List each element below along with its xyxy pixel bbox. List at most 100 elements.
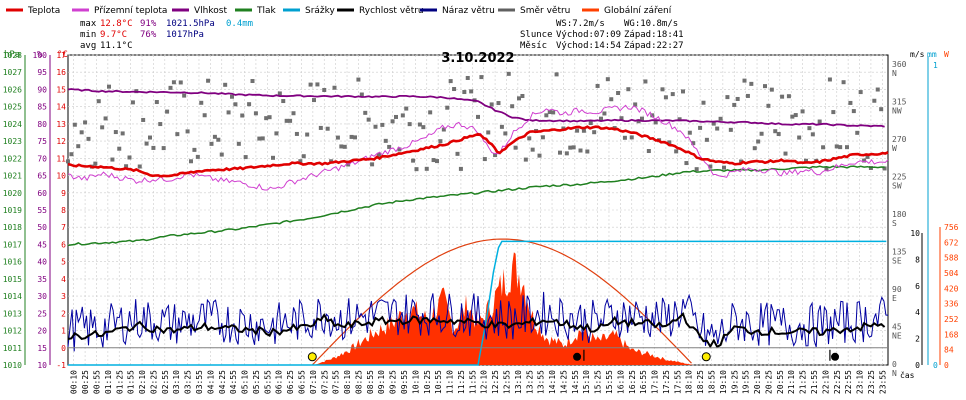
wind-direction-point [148, 135, 152, 140]
tick-pct: 95 [37, 68, 47, 77]
tick-hpa: 1012 [3, 327, 22, 336]
tick-dir-deg: 180 [892, 210, 907, 219]
tick-dir-name: N [892, 69, 897, 78]
tick-pct: 80 [37, 120, 47, 129]
wind-direction-point [383, 138, 388, 143]
pressure-line [67, 165, 885, 247]
wind-direction-point [83, 120, 88, 125]
tick-time: 21:25 [799, 370, 808, 394]
tick-time: 15:10 [582, 370, 591, 394]
tick-dir-name: NE [892, 332, 902, 341]
tick-pct: 50 [37, 223, 47, 232]
tick-time: 17:25 [662, 370, 671, 394]
wind-direction-point [663, 95, 668, 100]
chart-title: 3.10.2022 [441, 51, 514, 66]
wind-direction-point [599, 116, 603, 121]
wind-direction-point [506, 71, 511, 76]
tick-dir-name: NW [892, 107, 902, 116]
wind-direction-point [158, 122, 163, 127]
tick-pct: 25 [37, 309, 47, 318]
tick-hpa: 1020 [3, 189, 22, 198]
stats-max-press: 1021.5hPa [166, 19, 215, 29]
wind-direction-point [732, 102, 737, 107]
wind-direction-point [530, 147, 535, 152]
wind-direction-point [96, 99, 101, 104]
legend-item: Srážky [305, 6, 336, 16]
wind-direction-point [353, 135, 357, 140]
wind-direction-point [763, 84, 767, 89]
axis-label-pct: % [37, 50, 43, 60]
tick-dir-deg: 0 [892, 360, 897, 369]
wind-direction-point [636, 119, 641, 124]
tick-hpa: 1018 [3, 223, 22, 232]
wind-direction-point [879, 107, 884, 112]
wind-direction-point [667, 140, 672, 145]
tick-time: 03:10 [172, 370, 181, 394]
stats-min-temp: 9.7°C [100, 30, 127, 40]
wind-direction-point [243, 155, 248, 160]
wind-direction-point [793, 113, 798, 118]
tick-dir-deg: 90 [892, 285, 902, 294]
wind-direction-point [783, 151, 788, 156]
wind-direction-point [195, 154, 200, 159]
wind-direction-point [571, 145, 576, 150]
wind-direction-point [684, 161, 689, 166]
wind-direction-point [206, 78, 211, 83]
wind-direction-point [769, 87, 774, 92]
wind-direction-point [257, 136, 262, 141]
wind-direction-point [547, 110, 552, 115]
wind-direction-point [704, 137, 709, 142]
tick-time: 07:25 [320, 370, 329, 394]
tick-time: 02:55 [161, 370, 170, 394]
wind-direction-point [76, 144, 81, 149]
tick-time: 06:55 [297, 370, 306, 394]
tick-dir-deg: 225 [892, 173, 907, 182]
wind-direction-point [482, 157, 487, 162]
wind-direction-point [786, 94, 791, 99]
tick-hpa: 1025 [3, 103, 22, 112]
wind-direction-point [588, 121, 593, 126]
wind-direction-point [711, 121, 716, 126]
tick-time: 18:25 [696, 370, 705, 394]
tick-time: 06:25 [286, 370, 295, 394]
wind-direction-point [499, 124, 504, 129]
tick-ms: 2 [915, 335, 920, 344]
tick-pct: 55 [37, 206, 47, 215]
tick-time: 05:10 [241, 370, 250, 394]
tick-time: 04:55 [229, 370, 238, 394]
tick-hpa: 1014 [3, 292, 22, 301]
tick-time: 04:25 [218, 370, 227, 394]
wind-direction-point [66, 159, 70, 164]
wind-direction-point [247, 102, 252, 107]
wind-direction-point [616, 91, 621, 96]
wind-direction-point [216, 137, 221, 142]
wind-direction-point [69, 152, 74, 157]
wind-speed-line [67, 311, 886, 349]
wind-direction-point [113, 130, 118, 135]
tick-ms: 8 [915, 255, 920, 264]
wind-direction-point [199, 100, 204, 105]
wind-direction-point [359, 92, 364, 97]
wind-direction-point [421, 125, 426, 130]
wind-direction-point [185, 129, 190, 134]
wind-direction-point [236, 141, 241, 146]
tick-time: 10:55 [434, 370, 443, 394]
wind-direction-point [838, 145, 843, 150]
wind-direction-point [469, 89, 474, 94]
wind-direction-point [394, 114, 398, 119]
wind-direction-point [489, 102, 494, 107]
legend-item: Směr větru [520, 6, 570, 16]
humidity-line [67, 88, 885, 128]
tick-w: 756 [944, 223, 959, 232]
wind-direction-point [503, 131, 508, 136]
stats-wg: WG:10.8m/s [624, 19, 678, 29]
tick-time: 10:10 [411, 370, 420, 394]
wind-direction-point [568, 145, 573, 150]
wind-direction-point [756, 139, 761, 144]
wind-direction-point [366, 117, 371, 122]
wind-direction-point [493, 153, 498, 158]
wind-direction-point [564, 151, 569, 156]
tick-time: 15:25 [594, 370, 603, 394]
wind-direction-point [622, 135, 627, 140]
wind-direction-point [168, 85, 173, 90]
